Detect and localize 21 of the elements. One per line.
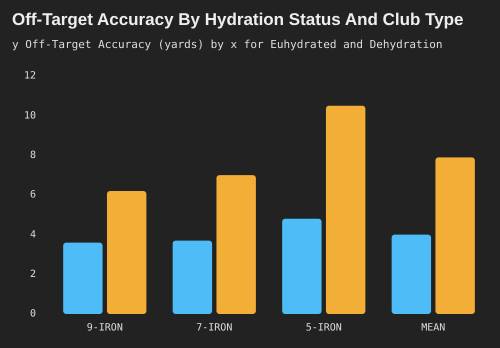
- y-tick-label: 10: [24, 110, 36, 122]
- x-tick-label: 9-IRON: [86, 322, 123, 334]
- bar: [392, 234, 432, 314]
- bar: [63, 242, 103, 314]
- x-tick-label: 7-IRON: [196, 322, 232, 334]
- x-tick-label: MEAN: [421, 322, 446, 334]
- chart-subtitle: y Off-Target Accuracy (yards) by x for Euhydrated and Dehydration: [12, 38, 442, 51]
- y-tick-label: 12: [24, 70, 36, 82]
- y-tick-label: 0: [30, 308, 36, 320]
- bar: [282, 218, 322, 314]
- bar: [216, 175, 256, 314]
- bar: [326, 106, 366, 314]
- y-tick-label: 6: [30, 190, 36, 201]
- y-tick-label: 2: [30, 268, 36, 280]
- x-tick-label: 5-IRON: [306, 322, 342, 334]
- bar: [106, 191, 146, 314]
- chart-title: Off-Target Accuracy By Hydration Status And Club Type: [12, 10, 464, 30]
- y-tick-label: 4: [30, 229, 36, 240]
- y-tick-label: 8: [30, 150, 36, 161]
- bar: [172, 240, 212, 314]
- bar: [435, 157, 475, 314]
